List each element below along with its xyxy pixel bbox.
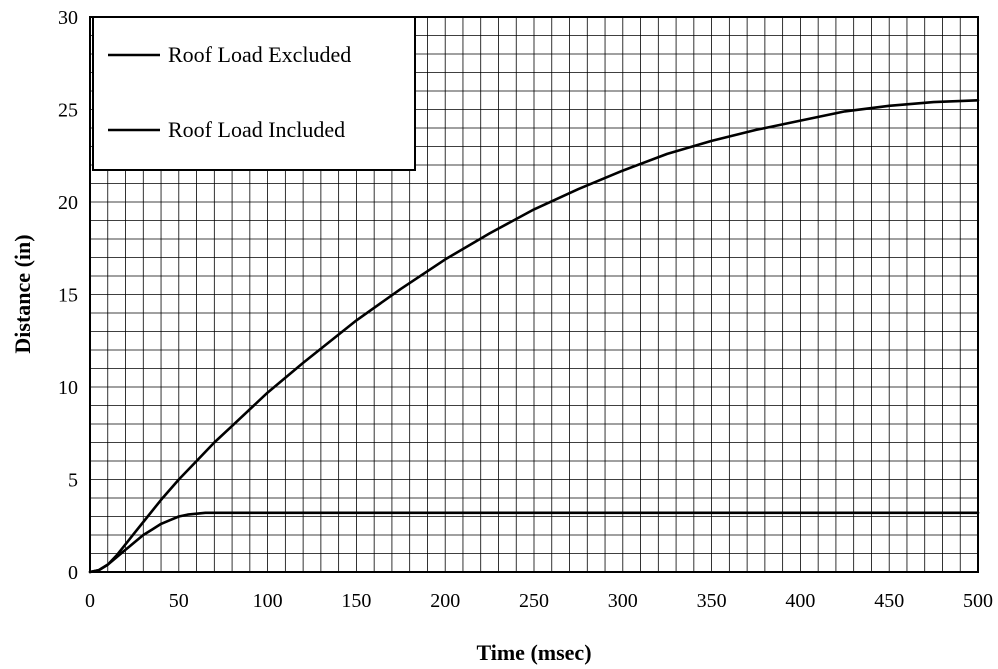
legend-box bbox=[92, 16, 416, 171]
x-tick-label: 200 bbox=[430, 590, 460, 612]
x-tick-label: 50 bbox=[169, 590, 189, 612]
x-tick-label: 100 bbox=[253, 590, 283, 612]
y-tick-label: 5 bbox=[68, 470, 78, 492]
x-tick-label: 350 bbox=[697, 590, 727, 612]
y-tick-label: 15 bbox=[58, 285, 78, 307]
x-tick-label: 300 bbox=[608, 590, 638, 612]
x-axis-title: Time (msec) bbox=[476, 640, 591, 665]
x-tick-label: 500 bbox=[963, 590, 993, 612]
y-tick-label: 20 bbox=[58, 192, 78, 214]
x-tick-label: 150 bbox=[341, 590, 371, 612]
x-tick-label: 450 bbox=[874, 590, 904, 612]
x-tick-label: 400 bbox=[785, 590, 815, 612]
y-axis-ticks: 0 5 10 15 20 25 30 bbox=[58, 7, 78, 584]
y-axis-title: Distance (in) bbox=[10, 234, 35, 353]
chart-legend: Roof Load Excluded Roof Load Included bbox=[92, 16, 416, 171]
legend-label-roof-load-included: Roof Load Included bbox=[168, 117, 345, 142]
x-tick-label: 250 bbox=[519, 590, 549, 612]
series-line-roof-load-excluded bbox=[88, 99, 980, 574]
chart-series bbox=[88, 99, 980, 574]
plot-area-frame bbox=[89, 16, 979, 573]
y-tick-label: 0 bbox=[68, 562, 78, 584]
x-tick-label: 0 bbox=[85, 590, 95, 612]
y-tick-label: 25 bbox=[58, 100, 78, 122]
y-tick-label: 30 bbox=[58, 7, 78, 29]
legend-label-roof-load-excluded: Roof Load Excluded bbox=[168, 42, 351, 67]
series-line-roof-load-included bbox=[88, 511, 980, 574]
y-tick-label: 10 bbox=[58, 377, 78, 399]
x-axis-ticks: 0 50 100 150 200 250 300 350 400 450 500 bbox=[85, 590, 993, 612]
